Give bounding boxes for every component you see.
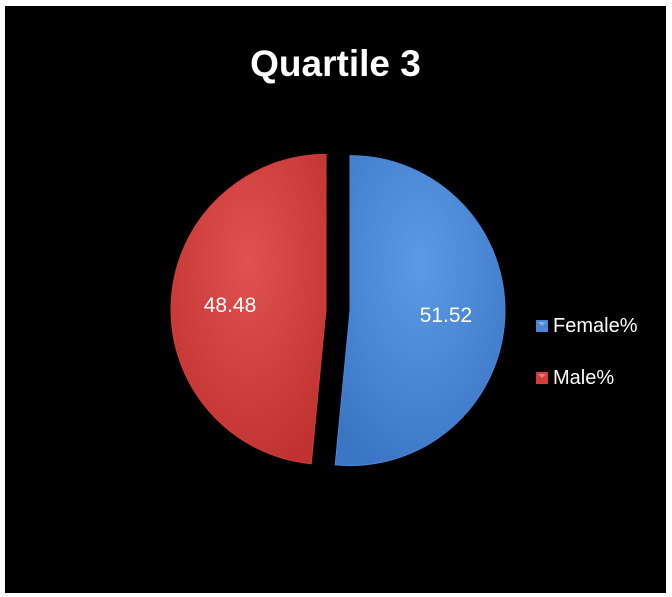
chart-title: Quartile 3 bbox=[250, 43, 421, 84]
legend-item-male: Male% bbox=[536, 364, 637, 392]
chart-legend: Female% Male% bbox=[536, 312, 637, 416]
chart-area: Quartile 3 51.52 48.48 Female% Male% bbox=[5, 6, 666, 593]
legend-item-female: Female% bbox=[536, 312, 637, 340]
data-label-female: 51.52 bbox=[420, 304, 473, 327]
legend-swatch-male bbox=[536, 372, 548, 384]
data-label-male: 48.48 bbox=[204, 294, 257, 317]
legend-label-female: Female% bbox=[553, 314, 638, 337]
pie-slice-female bbox=[334, 155, 506, 467]
legend-swatch-female bbox=[536, 320, 548, 332]
legend-label-male: Male% bbox=[553, 366, 615, 389]
pie-chart: 51.52 48.48 bbox=[170, 153, 506, 467]
pie-slice-male bbox=[170, 153, 327, 465]
